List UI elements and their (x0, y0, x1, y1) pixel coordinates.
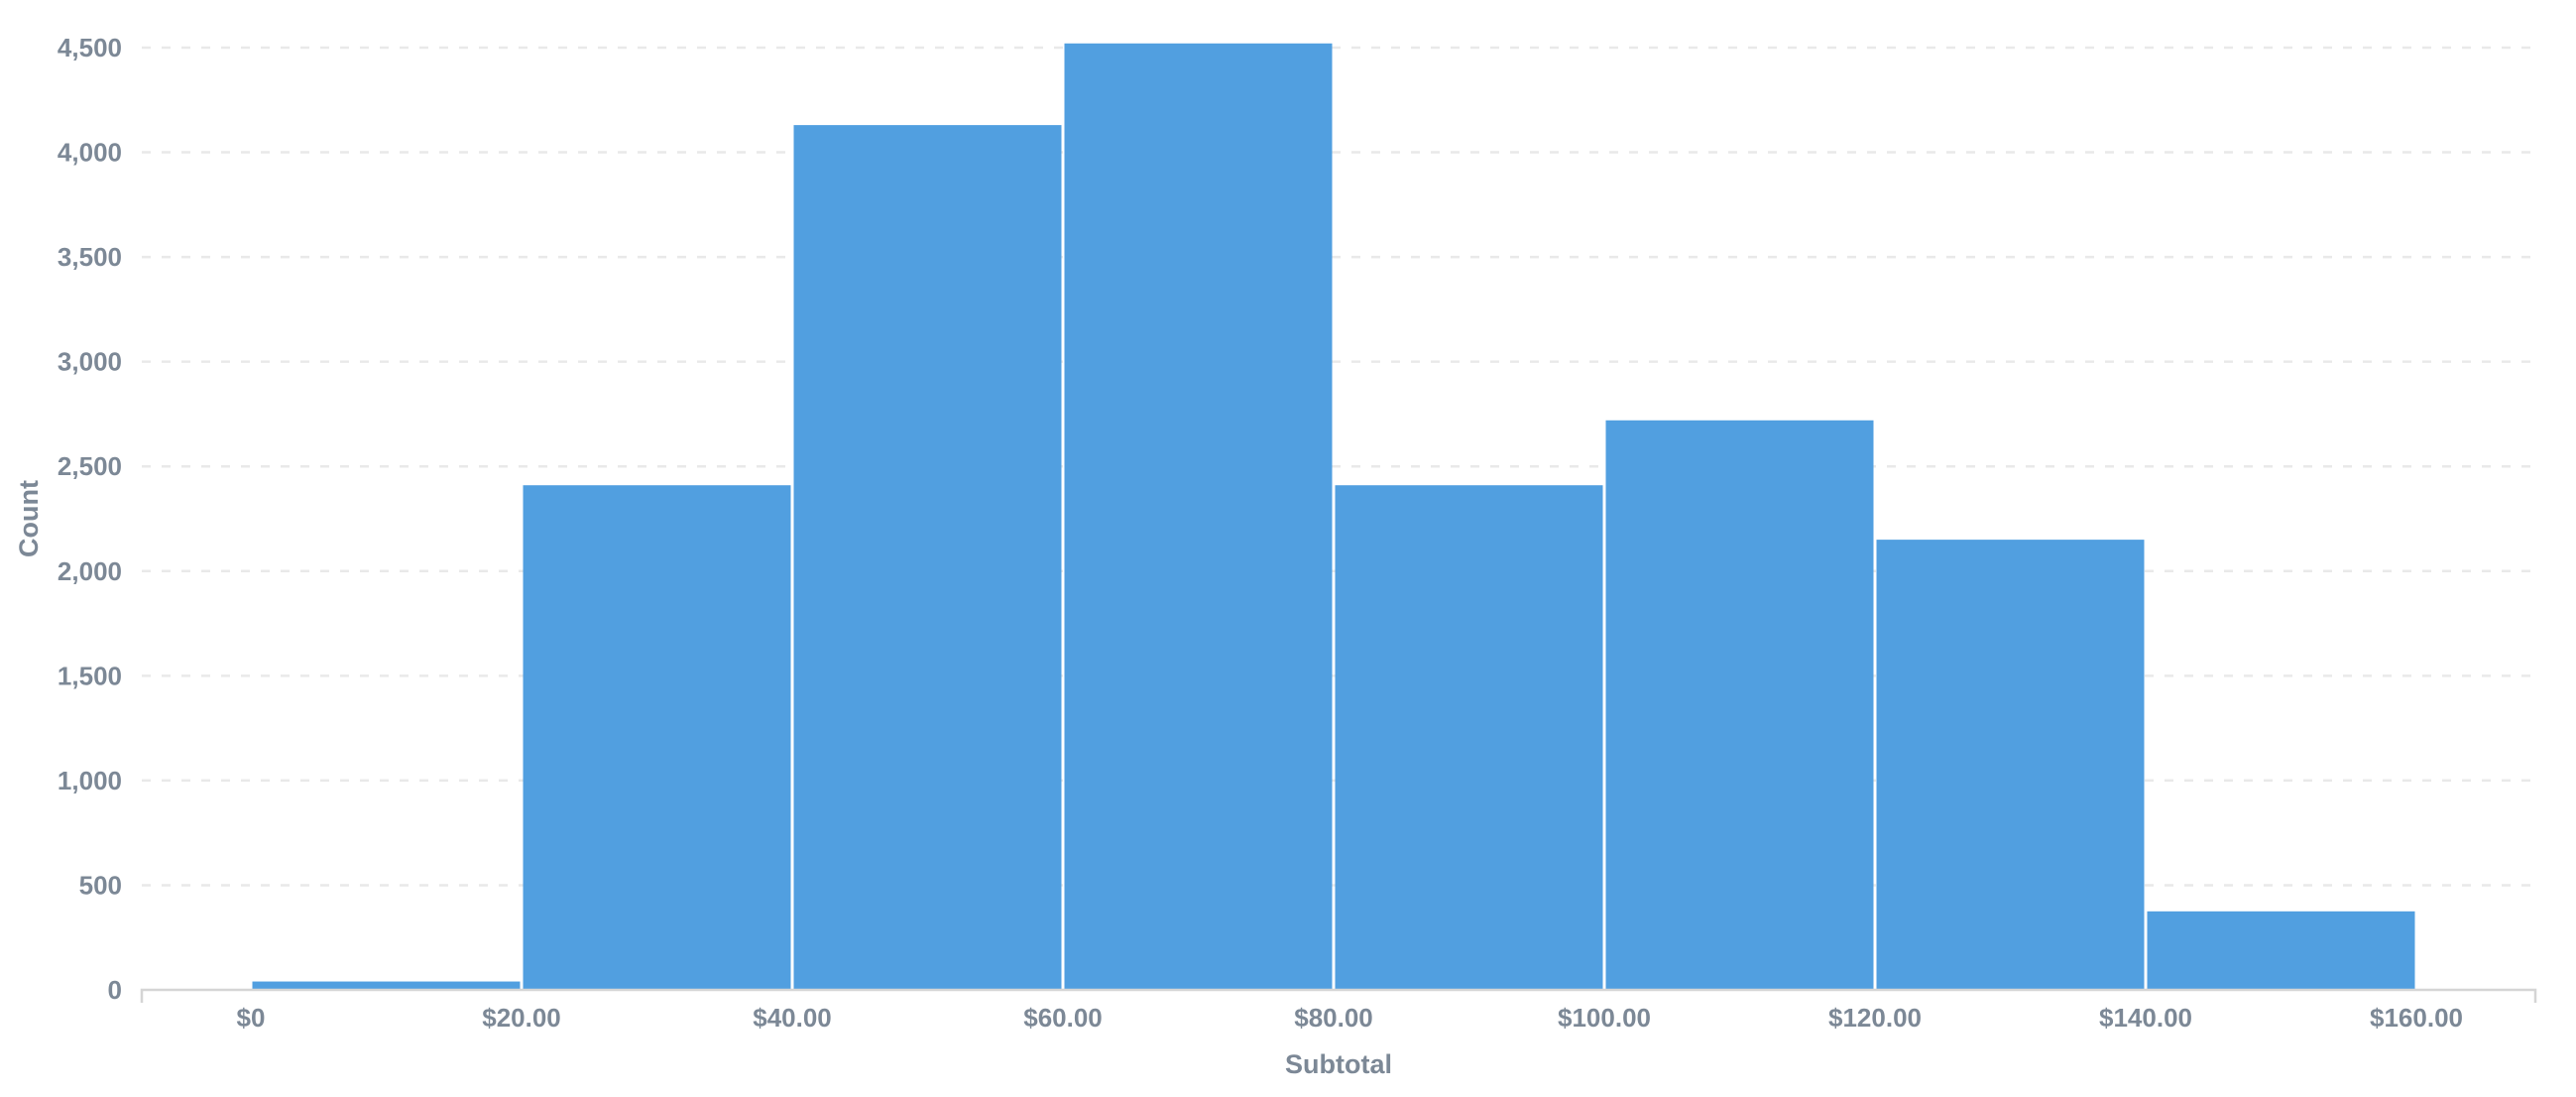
x-axis-line (140, 988, 2537, 1003)
histogram-bar[interactable] (523, 485, 791, 990)
x-axis-tick-labels: $0 $20.00 $40.00 $60.00 $80.00 $100.00 $120.00… (237, 1003, 2463, 1033)
histogram-bar[interactable] (1064, 43, 1333, 991)
x-tick-label: $100.00 (1558, 1003, 1651, 1033)
y-tick-label: 1,500 (58, 661, 122, 690)
y-axis-tick-labels: 0 500 1,000 1,500 2,000 2,500 3,000 3,500 4,000 4… (58, 33, 122, 1005)
y-tick-label: 500 (79, 870, 122, 900)
histogram-bar[interactable] (1876, 540, 2145, 990)
y-tick-label: 4,500 (58, 33, 122, 62)
y-tick-label: 4,000 (58, 138, 122, 168)
histogram-bar[interactable] (252, 981, 521, 990)
y-tick-label: 2,000 (58, 556, 122, 586)
x-axis-title: Subtotal (1285, 1049, 1392, 1079)
axis-domain-line (140, 988, 2537, 1003)
x-tick-label: $160.00 (2370, 1003, 2463, 1033)
x-tick-label: $0 (237, 1003, 266, 1033)
x-tick-label: $80.00 (1294, 1003, 1373, 1033)
y-tick-label: 1,000 (58, 766, 122, 795)
x-tick-label: $40.00 (753, 1003, 832, 1033)
y-tick-label: 0 (108, 975, 122, 1005)
y-tick-label: 2,500 (58, 451, 122, 481)
histogram-bar[interactable] (1335, 485, 1603, 990)
x-tick-label: $60.00 (1023, 1003, 1103, 1033)
histogram-bar[interactable] (2147, 911, 2415, 990)
x-tick-label: $140.00 (2099, 1003, 2192, 1033)
histogram-bar[interactable] (793, 125, 1062, 991)
y-tick-label: 3,000 (58, 347, 122, 377)
x-tick-label: $20.00 (482, 1003, 561, 1033)
y-tick-label: 3,500 (58, 242, 122, 272)
histogram-bars (252, 43, 2415, 991)
histogram-bar[interactable] (1605, 420, 1874, 990)
y-axis-title: Count (14, 480, 44, 557)
x-tick-label: $120.00 (1828, 1003, 1922, 1033)
